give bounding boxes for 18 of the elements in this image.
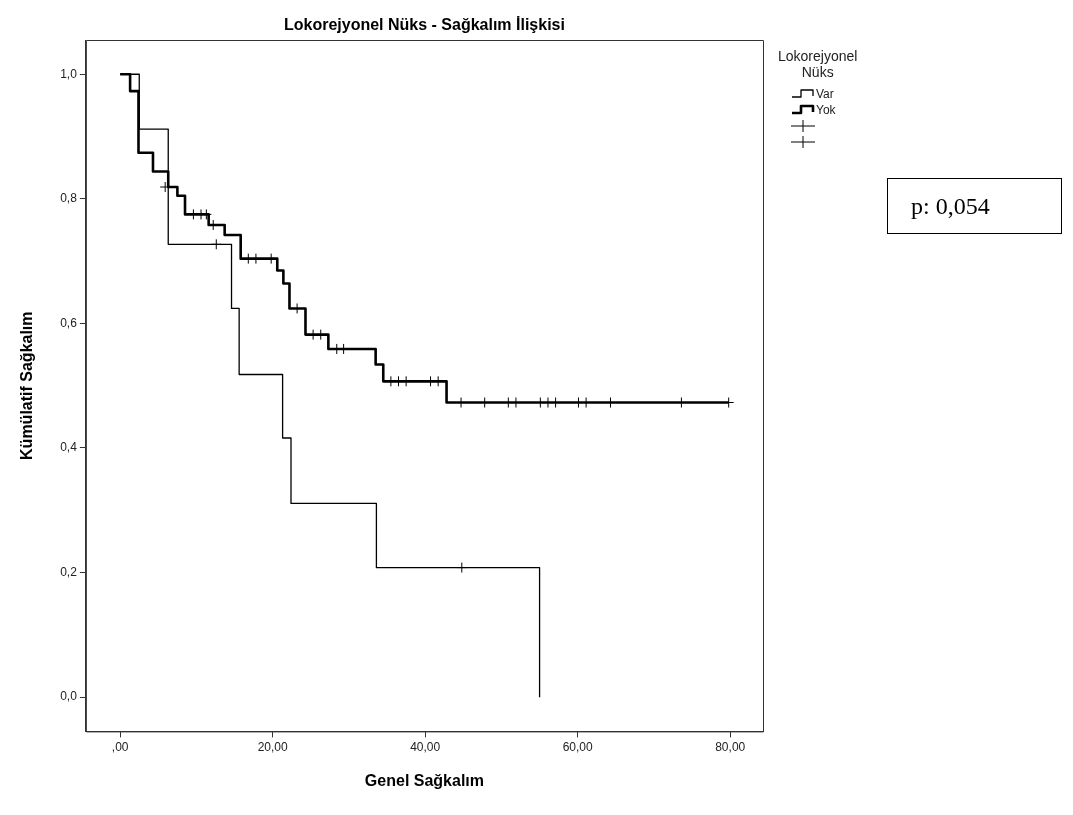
y-tick-label: 0,6 [60, 315, 78, 330]
y-tick-label: 0,0 [60, 689, 78, 704]
y-tick-label: 0,8 [60, 191, 78, 206]
text: p: 0,054 [911, 192, 990, 220]
x-tick-label: 60,00 [562, 739, 594, 754]
y-tick-label: 0,2 [60, 564, 78, 579]
y-tick-label: 1,0 [60, 66, 78, 81]
y-tick-label: 0,4 [60, 440, 78, 455]
x-tick-label: 40,00 [410, 739, 441, 754]
x-tick-label: 80,00 [715, 739, 746, 754]
legend-title: Lokorejyonel Nüks [778, 48, 858, 80]
x-tick-label: 20,00 [257, 739, 289, 754]
legend-label: Yok [816, 103, 836, 117]
x-axis-title: Genel Sağkalım [364, 771, 485, 789]
x-tick-label: ,00 [111, 739, 129, 754]
y-axis-title: Kümülatif Sağkalım [18, 311, 36, 460]
legend-label: Var [816, 87, 834, 101]
chart-title: Lokorejyonel Nüks - Sağkalım İlişkisi [283, 16, 565, 34]
